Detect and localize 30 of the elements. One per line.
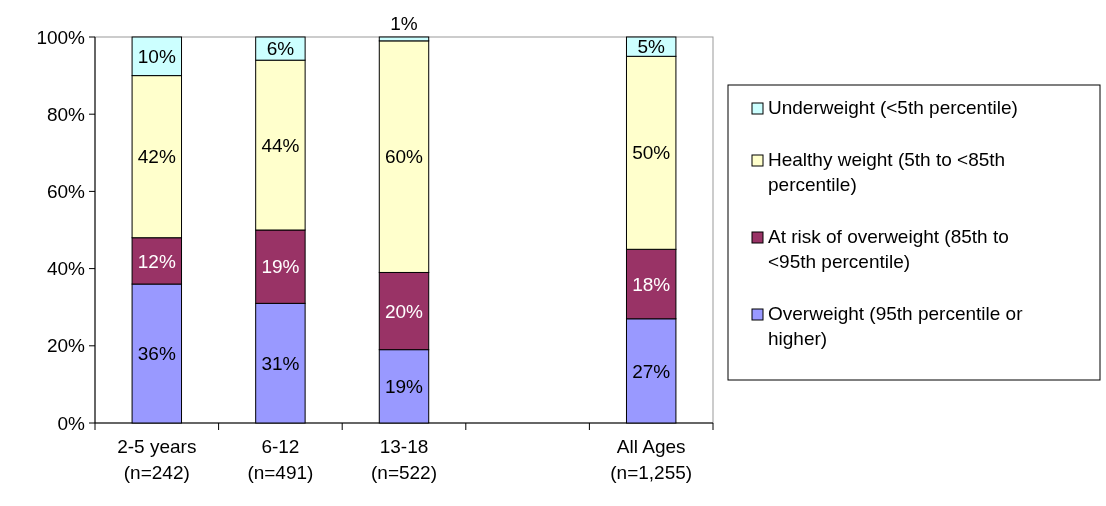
legend-label: Underweight (<5th percentile) [768,96,1018,118]
data-label: 50% [632,142,671,164]
data-label: 36% [137,343,176,365]
legend-label: Healthy weight (5th to <85th percentile) [768,148,1006,195]
legend-label: Overweight (95th percentile or higher) [768,302,1024,349]
legend-label: At risk of overweight (85th to <95th percentile) [768,225,1009,272]
y-tick-label: 20% [46,335,86,357]
data-label: 1% [390,12,418,34]
data-label: 19% [261,256,300,278]
y-tick-label: 100% [36,26,86,48]
data-label: 12% [137,250,176,272]
x-tick-label: 13-18 (n=522) [370,436,438,483]
x-tick-label: All Ages (n=1,255) [610,436,693,483]
data-label: 31% [261,352,300,374]
data-label: 42% [137,146,176,168]
data-label: 19% [384,375,424,397]
data-label: 6% [266,38,295,60]
data-label: 10% [137,45,176,67]
data-label: 44% [261,134,300,156]
data-label: 5% [637,36,666,58]
y-tick-label: 0% [57,412,86,434]
y-tick-label: 40% [46,258,86,280]
x-tick-label: 6-12 (n=491) [247,436,314,483]
data-label: 18% [632,273,671,295]
y-tick-label: 60% [46,181,86,203]
data-label: 60% [384,146,424,168]
data-label: 20% [384,300,424,322]
x-tick-label: 2-5 years (n=242) [117,436,197,483]
data-label: 27% [632,360,671,382]
y-tick-label: 80% [46,103,86,125]
